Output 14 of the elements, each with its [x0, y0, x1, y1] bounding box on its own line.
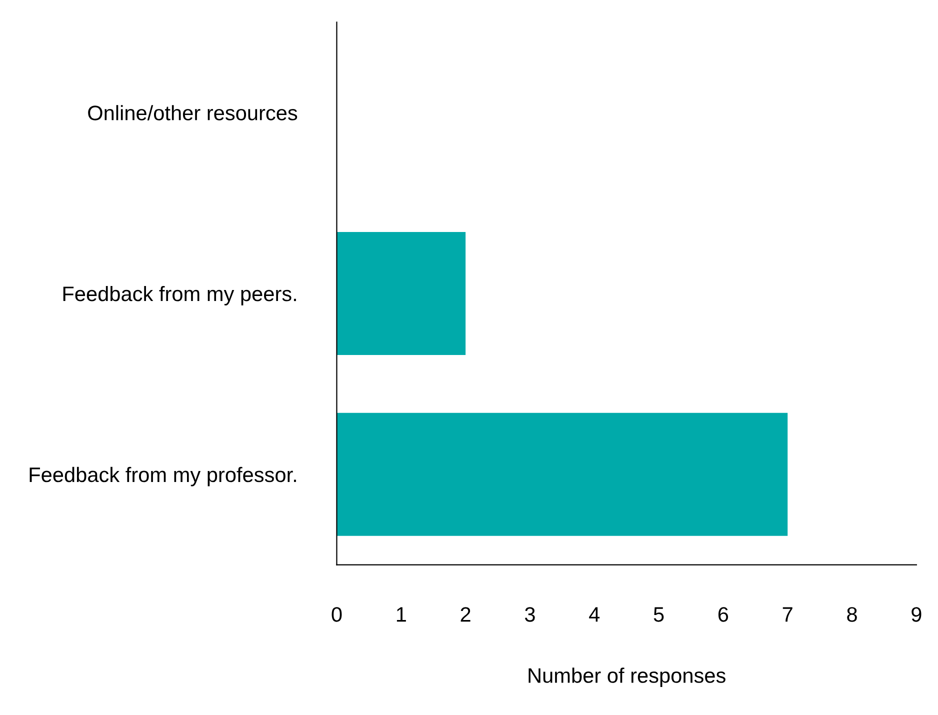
x-tick-label: 1	[396, 607, 406, 622]
x-tick-label: 0	[332, 607, 342, 622]
x-tick-label: 9	[912, 607, 922, 622]
x-tick-label: 7	[782, 607, 792, 622]
x-tick-label: 3	[524, 607, 535, 622]
x-tick-label: 5	[654, 607, 664, 622]
x-tick-label: 8	[847, 607, 857, 622]
y-tick-label: Online/other resources	[88, 105, 298, 120]
y-tick-label: Feedback from my peers.	[63, 286, 296, 306]
x-tick-label: 6	[718, 607, 728, 622]
x-tick-label: 2	[460, 607, 470, 622]
x-axis-title: Number of responses	[528, 668, 726, 688]
y-tick-label: Feedback from my professor.	[30, 466, 296, 486]
x-tick-label: 4	[589, 607, 600, 622]
